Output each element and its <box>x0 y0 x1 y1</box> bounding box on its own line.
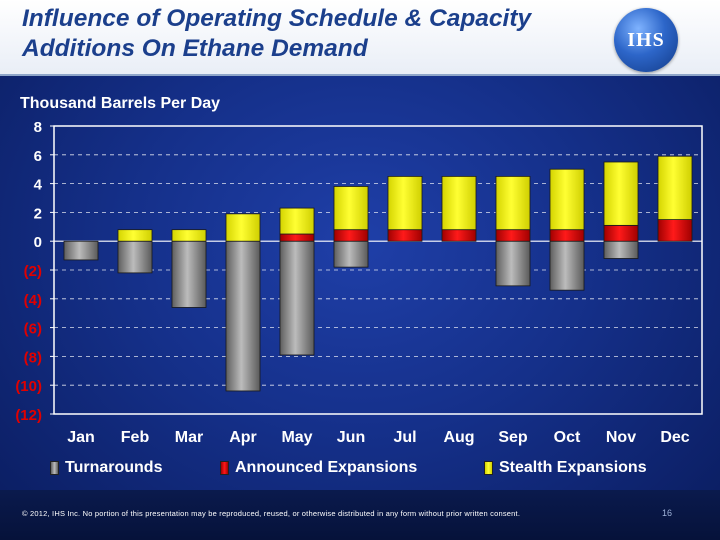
y-tick-label: (10) <box>15 378 42 395</box>
x-tick-label: Oct <box>554 429 581 446</box>
legend-item-announced: Announced Expansions <box>220 458 417 478</box>
y-tick-label: (6) <box>24 321 42 338</box>
ihs-logo-icon: IHS <box>614 8 678 72</box>
x-tick-label: Aug <box>443 429 474 446</box>
bar-turnarounds <box>171 240 207 308</box>
bar-announced <box>657 219 693 242</box>
y-tick-label: 4 <box>34 177 43 194</box>
title-line-1: Influence of Operating Schedule & Capaci… <box>22 5 532 32</box>
x-tick-label: Apr <box>229 429 257 446</box>
legend-item-stealth: Stealth Expansions <box>484 458 647 478</box>
bar-turnarounds <box>333 240 369 268</box>
legend-swatch-announced <box>220 461 229 475</box>
bar-stealth <box>117 229 153 242</box>
legend-swatch-stealth <box>484 461 493 475</box>
bar-turnarounds <box>279 240 315 356</box>
bar-announced <box>441 229 477 242</box>
bar-stealth <box>333 186 369 231</box>
x-tick-label: Jul <box>393 429 416 446</box>
bar-turnarounds <box>63 240 99 261</box>
legend-swatch-turnarounds <box>50 461 59 475</box>
legend-label-turnarounds: Turnarounds <box>65 459 163 476</box>
y-tick-label: (2) <box>24 263 42 280</box>
y-tick-labels: 8 6 4 2 0 (2) (4) (6) (8) (10) (12) <box>15 119 42 424</box>
y-tick-label: 6 <box>34 148 42 165</box>
bar-announced <box>495 229 531 242</box>
copyright-text: © 2012, IHS Inc. No portion of this pres… <box>22 509 521 518</box>
bar-turnarounds <box>225 240 261 392</box>
slide-title: Influence of Operating Schedule & Capaci… <box>22 4 622 64</box>
x-tick-label: Dec <box>660 429 689 446</box>
x-tick-label: May <box>281 429 312 446</box>
logo-text: IHS <box>627 28 665 51</box>
bar-announced <box>603 224 639 242</box>
bar-stealth <box>495 175 531 231</box>
title-line-2: Additions On Ethane Demand <box>22 35 368 62</box>
bar-turnarounds <box>603 240 639 259</box>
bar-stealth <box>225 213 261 242</box>
slide-footer <box>0 490 720 540</box>
x-tick-label: Jun <box>337 429 365 446</box>
bar-stealth <box>279 207 315 235</box>
x-tick-label: Sep <box>498 429 528 446</box>
bar-stealth <box>549 168 585 231</box>
bar-stealth <box>603 161 639 226</box>
y-tick-label: 8 <box>34 119 42 136</box>
x-tick-label: Nov <box>606 429 636 446</box>
legend-item-turnarounds: Turnarounds <box>50 458 162 478</box>
legend-label-announced: Announced Expansions <box>235 459 418 476</box>
gridlines <box>50 125 702 415</box>
bar-announced <box>279 233 315 242</box>
y-tick-label: (4) <box>24 292 42 309</box>
x-tick-labels: Jan Feb Mar Apr May Jun Jul Aug Sep Oct Nov Dec <box>67 429 690 446</box>
y-tick-label: 2 <box>34 205 42 222</box>
legend-label-stealth: Stealth Expansions <box>499 459 647 476</box>
y-tick-label: 0 <box>34 234 42 251</box>
y-axis-label: Thousand Barrels Per Day <box>20 95 221 112</box>
y-tick-label: (12) <box>15 407 42 424</box>
y-tick-label: (8) <box>24 349 42 366</box>
x-tick-label: Feb <box>121 429 150 446</box>
bar-stealth <box>441 175 477 231</box>
bar-announced <box>387 229 423 242</box>
x-tick-label: Mar <box>175 429 203 446</box>
bar-turnarounds <box>117 240 153 274</box>
bars <box>63 155 693 392</box>
bar-stealth <box>657 155 693 221</box>
bar-stealth <box>171 229 207 242</box>
page-number: 16 <box>662 508 673 518</box>
bar-turnarounds <box>495 240 531 287</box>
bar-announced <box>333 229 369 242</box>
bar-turnarounds <box>549 240 585 291</box>
bar-stealth <box>387 175 423 231</box>
x-tick-label: Jan <box>67 429 95 446</box>
bar-announced <box>549 229 585 242</box>
slide-header: Influence of Operating Schedule & Capaci… <box>0 0 720 76</box>
